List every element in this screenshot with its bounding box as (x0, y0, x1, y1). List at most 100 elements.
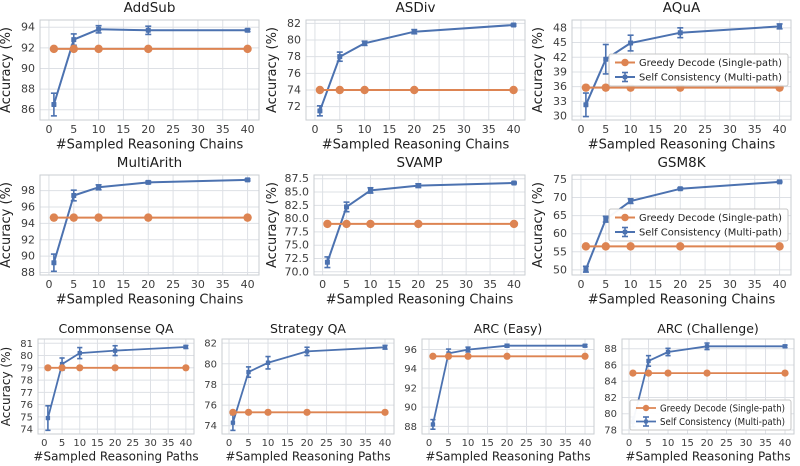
y-tick-label: 90 (404, 403, 417, 414)
x-tick-label: 25 (432, 123, 446, 136)
sc-marker (265, 360, 271, 365)
greedy-marker (182, 364, 190, 372)
y-tick-label: 80.0 (285, 212, 310, 225)
sc-marker (362, 40, 368, 46)
x-axis-label: #Sampled Reasoning Chains (588, 293, 776, 308)
greedy-marker (601, 83, 610, 92)
legend-sc-label: Self Consistency (Multi-path) (639, 72, 782, 83)
chart-row-1: AddSub 0 5 10 15 20 25 30 35 40 86 88 90 92 94 #Sample… (0, 0, 800, 155)
y-tick-label: 82 (604, 393, 617, 404)
y-tick-label: 86 (21, 103, 35, 116)
chart-title: AddSub (123, 0, 176, 16)
plot-border (305, 19, 526, 121)
y-tick-label: 94 (404, 364, 417, 375)
greedy-marker (503, 352, 511, 360)
chart-strategy-qa: Strategy QA 0 5 10 15 20 25 30 35 40 74 76 78 80 82 #S… (200, 320, 400, 466)
sc-marker (465, 347, 471, 352)
x-tick-label: 20 (411, 278, 425, 291)
y-tick-label: 78 (204, 380, 217, 391)
plot-border (221, 338, 395, 435)
legend-greedy-label: Greedy Decode (Single-path) (639, 58, 782, 69)
x-tick-label: 40 (507, 123, 521, 136)
greedy-marker (342, 219, 351, 229)
y-tick-label: 78 (287, 50, 301, 63)
x-tick-label: 30 (340, 438, 353, 449)
greedy-marker (76, 364, 84, 372)
x-axis-label: #Sampled Reasoning Paths (425, 450, 590, 464)
chart-title: GSM8K (657, 155, 706, 171)
chart-addsub: AddSub 0 5 10 15 20 25 30 35 40 86 88 90 92 94 #Sample… (0, 0, 266, 155)
x-tick-label: 0 (226, 438, 232, 449)
legend-sc-marker (644, 419, 648, 424)
y-tick-label: 72.5 (285, 252, 310, 265)
y-tick-label: 74 (20, 425, 33, 436)
sc-marker (245, 27, 251, 33)
y-tick-label: 80 (287, 34, 301, 47)
x-tick-label: 40 (773, 123, 787, 136)
y-tick-label: 33 (553, 95, 567, 108)
x-tick-label: 35 (748, 278, 762, 291)
y-tick-label: 65 (553, 209, 567, 222)
greedy-marker (464, 352, 472, 360)
x-tick-label: 40 (179, 438, 192, 449)
x-tick-label: 40 (773, 278, 787, 291)
x-tick-label: 5 (602, 123, 609, 136)
greedy-marker (264, 408, 272, 416)
legend-sc-marker (622, 229, 628, 235)
sc-marker (582, 343, 588, 348)
y-axis-label: Accuracy (%) (266, 27, 280, 113)
sc-marker (782, 344, 788, 349)
x-tick-label: 25 (435, 278, 449, 291)
sc-marker (367, 187, 373, 193)
sc-marker (777, 179, 783, 185)
x-tick-label: 20 (673, 123, 687, 136)
y-tick-label: 87.5 (285, 172, 310, 185)
x-tick-label: 40 (579, 438, 592, 449)
chart-title: ARC (Easy) (473, 321, 543, 336)
chart-commonsense-qa: Commonsense QA 0 5 10 15 20 25 30 35 40 74 75 76 77 7… (0, 320, 200, 466)
y-tick-label: 72 (287, 100, 301, 113)
x-tick-label: 15 (648, 123, 662, 136)
x-tick-label: 10 (358, 123, 372, 136)
plot-border (39, 19, 260, 121)
sc-marker (411, 29, 417, 35)
sc-marker (45, 415, 51, 421)
x-tick-label: 15 (281, 438, 294, 449)
legend-box (629, 399, 792, 431)
x-tick-label: 10 (624, 123, 638, 136)
plot-border (37, 338, 195, 435)
sc-marker (382, 345, 388, 350)
x-tick-label: 20 (141, 278, 155, 291)
greedy-marker (323, 219, 332, 229)
sc-marker (677, 30, 683, 36)
greedy-marker (703, 369, 711, 377)
sc-marker (583, 266, 589, 272)
sc-marker (665, 349, 671, 355)
greedy-marker (44, 364, 52, 372)
sc-marker (317, 108, 323, 114)
x-tick-label: 0 (626, 438, 632, 449)
sc-marker (511, 180, 517, 186)
greedy-marker (315, 85, 325, 95)
legend-box (608, 53, 789, 87)
x-tick-label: 0 (41, 438, 47, 449)
y-tick-label: 60 (553, 227, 567, 240)
x-tick-label: 40 (779, 438, 792, 449)
greedy-marker (414, 219, 423, 229)
y-tick-label: 74 (287, 84, 301, 97)
y-tick-label: 76 (204, 401, 217, 412)
x-tick-label: 25 (126, 438, 139, 449)
greedy-marker (509, 219, 519, 229)
y-tick-label: 92 (21, 233, 35, 246)
legend-sc-marker (622, 74, 628, 80)
x-tick-label: 35 (359, 438, 372, 449)
y-tick-label: 92 (21, 41, 35, 54)
sc-marker (337, 54, 343, 60)
sc-marker (245, 177, 251, 183)
chart-canvas-arc-challenge: 0 5 10 15 20 25 30 35 40 78 80 82 84 86 88 #Sampled Rea… (604, 338, 795, 464)
x-tick-label: 5 (645, 438, 651, 449)
x-tick-label: 20 (301, 438, 314, 449)
x-tick-label: 40 (241, 123, 255, 136)
chart-title: AQuA (662, 0, 701, 16)
y-tick-label: 80 (20, 351, 33, 362)
